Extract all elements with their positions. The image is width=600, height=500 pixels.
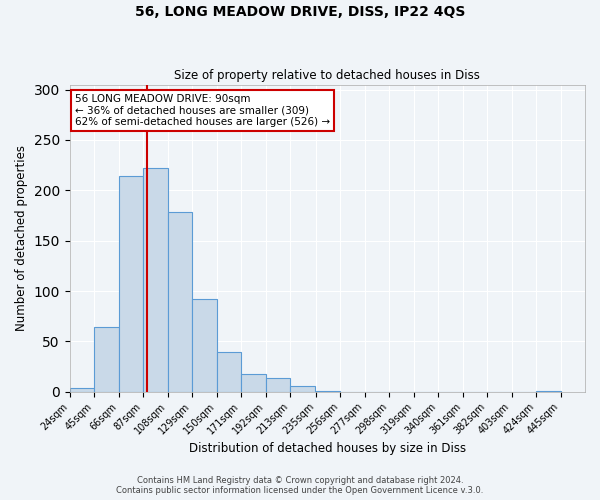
Bar — [143, 168, 167, 392]
Bar — [290, 386, 314, 392]
Bar — [119, 176, 143, 392]
Bar — [536, 390, 560, 392]
Bar — [167, 212, 192, 392]
Bar — [70, 388, 94, 392]
Text: Contains HM Land Registry data © Crown copyright and database right 2024.
Contai: Contains HM Land Registry data © Crown c… — [116, 476, 484, 495]
Bar — [192, 299, 217, 392]
Bar — [94, 328, 119, 392]
Text: 56 LONG MEADOW DRIVE: 90sqm
← 36% of detached houses are smaller (309)
62% of se: 56 LONG MEADOW DRIVE: 90sqm ← 36% of det… — [75, 94, 330, 127]
Bar — [266, 378, 290, 392]
Bar — [217, 352, 241, 392]
X-axis label: Distribution of detached houses by size in Diss: Distribution of detached houses by size … — [189, 442, 466, 455]
Bar — [316, 390, 340, 392]
Bar — [241, 374, 266, 392]
Text: 56, LONG MEADOW DRIVE, DISS, IP22 4QS: 56, LONG MEADOW DRIVE, DISS, IP22 4QS — [135, 5, 465, 19]
Title: Size of property relative to detached houses in Diss: Size of property relative to detached ho… — [175, 69, 480, 82]
Y-axis label: Number of detached properties: Number of detached properties — [15, 145, 28, 331]
